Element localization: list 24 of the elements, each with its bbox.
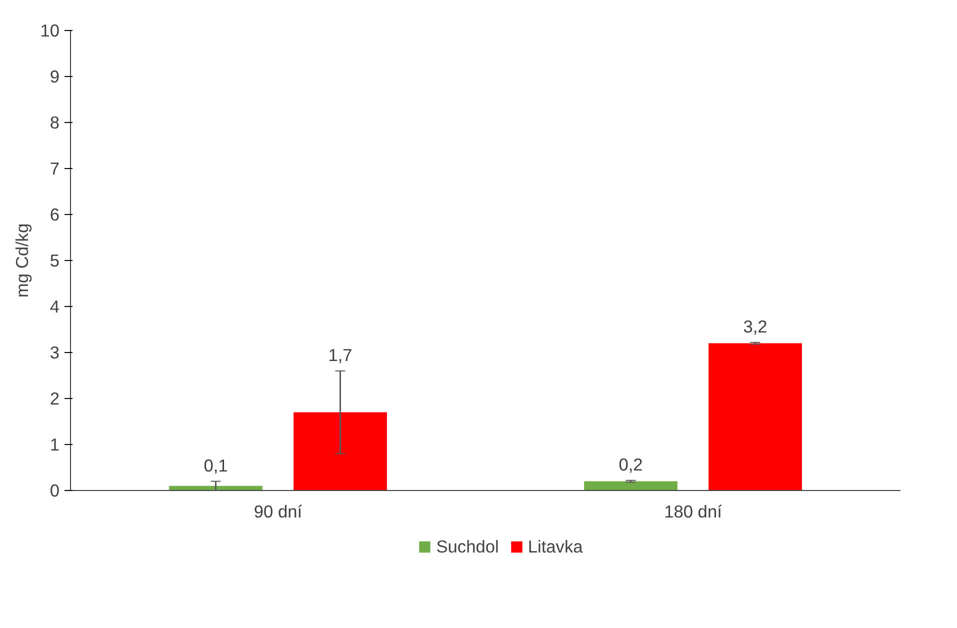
bar (294, 412, 387, 490)
y-tick-label: 7 (50, 158, 60, 178)
y-tick-label: 2 (50, 388, 60, 408)
y-tick-label: 0 (50, 480, 60, 500)
x-tick-label: 90 dní (254, 502, 302, 522)
y-tick-label: 8 (50, 112, 60, 132)
data-label: 1,7 (328, 344, 352, 365)
bar (584, 481, 678, 490)
bar (708, 343, 802, 490)
y-tick-label: 6 (50, 204, 60, 224)
y-tick-label: 3 (50, 342, 60, 362)
y-axis-title: mg Cd/kg (12, 223, 32, 298)
bar (169, 486, 262, 490)
y-tick-label: 1 (50, 434, 60, 454)
data-label: 0,1 (204, 455, 228, 476)
y-tick-label: 10 (40, 20, 60, 40)
legend-label: Litavka (528, 536, 583, 557)
y-tick-label: 9 (50, 66, 60, 86)
data-label: 3,2 (743, 316, 768, 336)
x-tick-label: 180 dní (664, 502, 722, 522)
y-tick-label: 4 (50, 296, 60, 316)
data-label: 0,2 (618, 454, 643, 474)
legend-label: Suchdol (436, 536, 499, 557)
y-tick-label: 5 (50, 250, 60, 270)
